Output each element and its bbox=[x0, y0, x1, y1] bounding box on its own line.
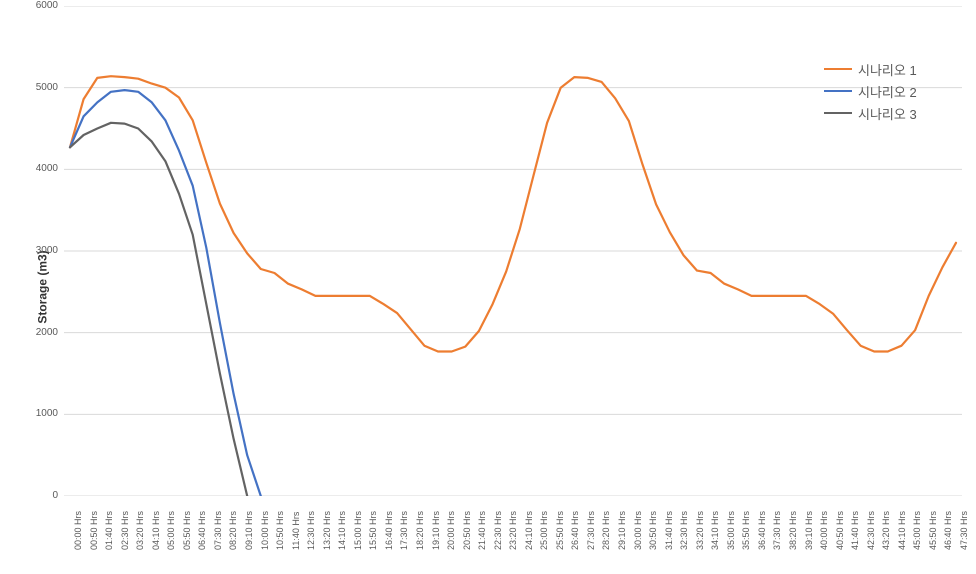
x-tick-label: 12:30 Hrs bbox=[306, 511, 316, 550]
x-tick-label: 39:10 Hrs bbox=[804, 511, 814, 550]
x-tick-label: 09:10 Hrs bbox=[244, 511, 254, 550]
x-tick-label: 17:30 Hrs bbox=[399, 511, 409, 550]
x-tick-label: 25:50 Hrs bbox=[555, 511, 565, 550]
y-tick-label: 4000 bbox=[24, 163, 58, 174]
x-tick-label: 06:40 Hrs bbox=[197, 511, 207, 550]
x-tick-label: 20:00 Hrs bbox=[446, 511, 456, 550]
x-tick-label: 22:30 Hrs bbox=[493, 511, 503, 550]
legend-item-2: 시나리오 2 bbox=[824, 80, 917, 102]
x-tick-label: 25:00 Hrs bbox=[539, 511, 549, 550]
x-tick-label: 20:50 Hrs bbox=[462, 511, 472, 550]
legend-item-3: 시나리오 3 bbox=[824, 102, 917, 124]
x-tick-label: 46:40 Hrs bbox=[943, 511, 953, 550]
x-tick-label: 15:50 Hrs bbox=[368, 511, 378, 550]
x-tick-label: 32:30 Hrs bbox=[679, 511, 689, 550]
x-tick-label: 40:00 Hrs bbox=[819, 511, 829, 550]
legend-label: 시나리오 1 bbox=[858, 60, 917, 79]
x-tick-label: 33:20 Hrs bbox=[695, 511, 705, 550]
legend-swatch bbox=[824, 68, 852, 70]
x-tick-label: 04:10 Hrs bbox=[151, 511, 161, 550]
x-tick-label: 31:40 Hrs bbox=[664, 511, 674, 550]
legend-swatch bbox=[824, 90, 852, 92]
storage-line-chart: Storage (m3) 0 1000 2000 3000 4000 5000 6000 0… bbox=[0, 0, 976, 574]
x-tick-label: 05:50 Hrs bbox=[182, 511, 192, 550]
legend-label: 시나리오 3 bbox=[858, 104, 917, 123]
legend-swatch bbox=[824, 112, 852, 114]
legend: 시나리오 1 시나리오 2 시나리오 3 bbox=[824, 58, 917, 124]
x-tick-label: 11:40 Hrs bbox=[291, 512, 301, 550]
x-tick-label: 21:40 Hrs bbox=[477, 511, 487, 550]
x-tick-label: 41:40 Hrs bbox=[850, 511, 860, 550]
y-tick-label: 6000 bbox=[24, 0, 58, 11]
x-tick-label: 38:20 Hrs bbox=[788, 511, 798, 550]
x-tick-label: 42:30 Hrs bbox=[866, 511, 876, 550]
x-tick-label: 01:40 Hrs bbox=[104, 511, 114, 550]
x-tick-label: 40:50 Hrs bbox=[835, 511, 845, 550]
y-tick-label: 2000 bbox=[24, 327, 58, 338]
x-tick-label: 10:50 Hrs bbox=[275, 511, 285, 550]
y-tick-label: 3000 bbox=[24, 245, 58, 256]
x-tick-label: 23:20 Hrs bbox=[508, 511, 518, 550]
x-tick-label: 45:00 Hrs bbox=[912, 511, 922, 550]
x-tick-label: 30:50 Hrs bbox=[648, 511, 658, 550]
x-tick-label: 00:50 Hrs bbox=[89, 511, 99, 550]
x-tick-label: 07:30 Hrs bbox=[213, 511, 223, 550]
legend-item-1: 시나리오 1 bbox=[824, 58, 917, 80]
y-tick-label: 1000 bbox=[24, 408, 58, 419]
legend-label: 시나리오 2 bbox=[858, 82, 917, 101]
x-tick-label: 05:00 Hrs bbox=[166, 511, 176, 550]
x-tick-label: 02:30 Hrs bbox=[120, 511, 130, 550]
x-tick-label: 19:10 Hrs bbox=[431, 511, 441, 550]
x-tick-label: 34:10 Hrs bbox=[710, 511, 720, 550]
x-tick-label: 18:20 Hrs bbox=[415, 511, 425, 550]
y-axis-label: Storage (m3) bbox=[36, 250, 50, 323]
x-tick-label: 36:40 Hrs bbox=[757, 511, 767, 550]
x-tick-label: 47:30 Hrs bbox=[959, 511, 969, 550]
x-tick-label: 43:20 Hrs bbox=[881, 511, 891, 550]
x-tick-label: 26:40 Hrs bbox=[570, 511, 580, 550]
x-tick-label: 45:50 Hrs bbox=[928, 511, 938, 550]
x-tick-label: 03:20 Hrs bbox=[135, 511, 145, 550]
x-tick-label: 37:30 Hrs bbox=[772, 511, 782, 550]
x-tick-label: 08:20 Hrs bbox=[228, 511, 238, 550]
x-tick-label: 44:10 Hrs bbox=[897, 511, 907, 550]
x-tick-label: 14:10 Hrs bbox=[337, 511, 347, 550]
x-tick-label: 24:10 Hrs bbox=[524, 511, 534, 550]
series-group bbox=[70, 76, 956, 496]
x-tick-label: 15:00 Hrs bbox=[353, 511, 363, 550]
x-tick-label: 35:50 Hrs bbox=[741, 511, 751, 550]
y-tick-label: 5000 bbox=[24, 82, 58, 93]
x-tick-label: 16:40 Hrs bbox=[384, 511, 394, 550]
x-tick-label: 28:20 Hrs bbox=[601, 511, 611, 550]
x-tick-label: 13:20 Hrs bbox=[322, 511, 332, 550]
series-line-3 bbox=[70, 123, 247, 496]
x-tick-label: 10:00 Hrs bbox=[260, 511, 270, 550]
x-tick-label: 27:30 Hrs bbox=[586, 511, 596, 550]
x-tick-label: 00:00 Hrs bbox=[73, 511, 83, 550]
x-tick-label: 35:00 Hrs bbox=[726, 511, 736, 550]
x-tick-label: 29:10 Hrs bbox=[617, 511, 627, 550]
x-tick-label: 30:00 Hrs bbox=[633, 511, 643, 550]
y-tick-label: 0 bbox=[24, 490, 58, 501]
